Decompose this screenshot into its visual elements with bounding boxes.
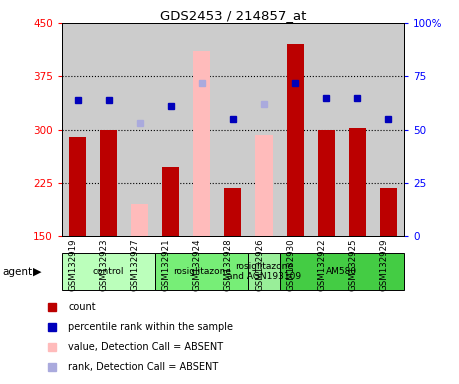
Text: GSM132930: GSM132930 <box>286 238 295 291</box>
Text: GSM132921: GSM132921 <box>162 238 171 291</box>
Bar <box>318 129 335 236</box>
Bar <box>62 23 93 236</box>
Bar <box>218 23 248 236</box>
Bar <box>224 188 241 236</box>
Bar <box>155 253 248 290</box>
Text: ▶: ▶ <box>33 266 42 277</box>
Text: rank, Detection Call = ABSENT: rank, Detection Call = ABSENT <box>68 362 218 372</box>
Bar <box>280 253 404 290</box>
Bar <box>380 188 397 236</box>
Text: GSM132919: GSM132919 <box>68 238 78 291</box>
Bar <box>100 129 117 236</box>
Bar <box>124 23 155 236</box>
Bar <box>373 23 404 236</box>
Text: control: control <box>93 267 124 276</box>
Text: GSM132924: GSM132924 <box>193 238 202 291</box>
Bar <box>186 23 218 236</box>
Text: count: count <box>68 302 96 312</box>
Bar <box>248 253 280 290</box>
Text: value, Detection Call = ABSENT: value, Detection Call = ABSENT <box>68 342 223 352</box>
Bar <box>342 23 373 236</box>
Bar <box>155 23 186 236</box>
Bar <box>256 134 273 236</box>
Text: GSM132923: GSM132923 <box>100 238 109 291</box>
Bar <box>93 23 124 236</box>
Text: GSM132929: GSM132929 <box>380 238 388 291</box>
Text: GSM132926: GSM132926 <box>255 238 264 291</box>
Bar <box>311 23 342 236</box>
Bar <box>280 23 311 236</box>
Text: GSM132925: GSM132925 <box>348 238 357 291</box>
Bar <box>349 128 366 236</box>
Text: agent: agent <box>2 266 33 277</box>
Text: GSM132922: GSM132922 <box>317 238 326 291</box>
Bar <box>162 167 179 236</box>
Text: percentile rank within the sample: percentile rank within the sample <box>68 322 233 332</box>
Bar <box>286 44 304 236</box>
Text: rosiglitazone
and AGN193109: rosiglitazone and AGN193109 <box>227 262 301 281</box>
Text: GSM132928: GSM132928 <box>224 238 233 291</box>
Bar <box>248 23 280 236</box>
Title: GDS2453 / 214857_at: GDS2453 / 214857_at <box>160 9 306 22</box>
Bar <box>193 51 210 236</box>
Text: GSM132927: GSM132927 <box>131 238 140 291</box>
Bar <box>69 137 86 236</box>
Text: AM580: AM580 <box>326 267 357 276</box>
Bar <box>62 253 155 290</box>
Text: rosiglitazone: rosiglitazone <box>173 267 231 276</box>
Bar <box>131 204 148 236</box>
